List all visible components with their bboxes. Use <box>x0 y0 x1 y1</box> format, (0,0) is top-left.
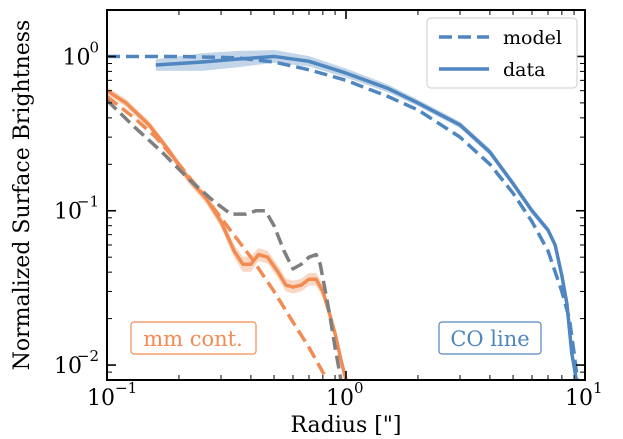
mm-model-line <box>107 95 329 380</box>
x-tick-exp-2: 1 <box>593 379 603 397</box>
y-tick-exp-1: −1 <box>77 193 99 211</box>
plot-frame <box>106 9 586 381</box>
y-tick-label-1: 10 <box>54 200 82 225</box>
legend: model data <box>426 17 578 89</box>
annotation-co-line-box <box>438 321 542 355</box>
mm-gray-model-line <box>107 99 343 380</box>
x-tick-labels: 10 −1 10 0 10 1 <box>87 379 603 411</box>
x-tick-exp-1: 0 <box>354 379 364 397</box>
x-tick-label-1: 10 <box>326 386 354 411</box>
y-tick-exp-2: 0 <box>89 38 99 56</box>
annotation-mm-cont: mm cont. <box>130 321 257 355</box>
annotation-mm-cont-box <box>130 321 257 355</box>
annotation-co-line-text: CO line <box>450 327 529 351</box>
y-axis-label: Normalized Surface Brightness <box>10 20 35 371</box>
co-model-line <box>107 54 580 380</box>
legend-label-model: model <box>503 27 562 49</box>
legend-label-data: data <box>503 59 545 81</box>
y-tick-label-2: 10 <box>63 45 91 70</box>
annotation-co-line: CO line <box>438 321 542 355</box>
x-axis-label: Radius ["] <box>290 413 401 438</box>
x-tick-label-0: 10 <box>87 386 115 411</box>
x-tick-exp-0: −1 <box>115 379 137 397</box>
x-tick-label-2: 10 <box>565 386 593 411</box>
series-layer <box>107 50 580 380</box>
y-tick-label-0: 10 <box>54 354 82 379</box>
co-data-line <box>155 54 579 380</box>
annotation-mm-cont-text: mm cont. <box>143 327 243 351</box>
y-tick-exp-0: −2 <box>77 347 99 365</box>
co-data-band <box>155 50 577 380</box>
